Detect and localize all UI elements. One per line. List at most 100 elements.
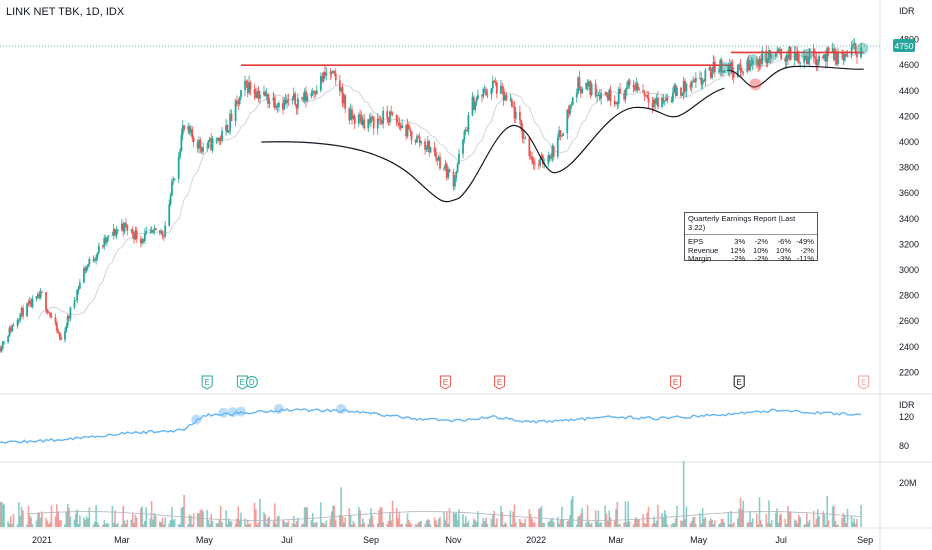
- volume-bar: [114, 510, 116, 527]
- candle: [671, 87, 674, 104]
- volume-bar: [770, 520, 773, 527]
- candle: [76, 288, 79, 304]
- candle-body: [609, 89, 612, 102]
- volume-bar: [190, 515, 192, 527]
- candle: [66, 313, 69, 328]
- candle: [68, 315, 70, 322]
- volume-bar: [31, 524, 34, 527]
- volume-bar: [846, 508, 849, 527]
- candle: [586, 79, 589, 91]
- candle: [116, 228, 119, 234]
- volume-bar: [662, 516, 665, 527]
- volume-bar: [95, 505, 97, 527]
- candle: [625, 81, 628, 96]
- candle-body: [491, 80, 494, 89]
- volume-bar: [228, 518, 230, 527]
- volume-bar: [619, 523, 621, 527]
- volume-bar: [68, 508, 70, 527]
- candle: [325, 67, 328, 81]
- candle-body: [437, 156, 440, 161]
- indicator-signal-dot: [191, 414, 202, 425]
- candle: [410, 130, 413, 145]
- volume-bar: [670, 524, 673, 527]
- candle: [78, 279, 81, 290]
- volume-bar: [439, 516, 441, 527]
- volume-bar: [142, 524, 145, 527]
- volume-bar: [834, 521, 837, 527]
- candle: [390, 105, 393, 117]
- candle: [333, 70, 336, 76]
- volume-bar: [581, 507, 583, 527]
- volume-bar: [306, 507, 309, 527]
- candle-body: [115, 230, 118, 236]
- volume-bar: [597, 510, 600, 527]
- volume-bar: [644, 523, 647, 527]
- volume-bar: [774, 512, 777, 527]
- candle: [131, 226, 134, 239]
- volume-bar: [30, 517, 32, 527]
- volume-bar: [116, 523, 119, 527]
- candle: [306, 93, 309, 103]
- candle-body: [311, 91, 314, 94]
- volume-bar: [513, 504, 516, 527]
- candle: [732, 67, 735, 84]
- candle: [693, 78, 696, 83]
- candle-body: [505, 94, 508, 100]
- candle-body: [747, 60, 750, 71]
- candle: [206, 142, 209, 152]
- candle-body: [447, 169, 450, 178]
- time-axis-tick: Nov: [446, 535, 463, 545]
- candle-body: [433, 147, 436, 153]
- candle: [277, 100, 280, 112]
- candle-body: [490, 88, 493, 95]
- volume-bar: [628, 521, 631, 527]
- candle-body: [372, 117, 375, 129]
- volume-bar: [367, 524, 370, 527]
- candle-body: [49, 312, 51, 317]
- candle: [655, 94, 658, 106]
- candle-body: [647, 97, 650, 103]
- volume-bar: [310, 520, 313, 527]
- candle: [257, 85, 260, 103]
- volume-bar: [615, 508, 617, 527]
- candle-body: [765, 50, 768, 64]
- candle-body: [249, 82, 252, 90]
- candle: [605, 91, 608, 98]
- candle: [666, 93, 669, 104]
- volume-bar: [305, 507, 307, 527]
- volume-bar: [107, 523, 110, 527]
- volume-bar: [718, 524, 720, 527]
- candle: [54, 313, 57, 326]
- volume-bar: [198, 513, 200, 527]
- candle-body: [325, 73, 328, 76]
- candle-body: [699, 77, 701, 79]
- volume-bar: [16, 523, 19, 527]
- volume-bar: [712, 524, 715, 527]
- earnings-marker-label: E: [443, 378, 448, 387]
- candle-body: [808, 48, 811, 60]
- candle: [850, 41, 853, 59]
- candle-body: [472, 97, 475, 110]
- candle-body: [520, 119, 523, 129]
- candle-body: [218, 137, 221, 141]
- candle-body: [295, 104, 298, 109]
- candle: [134, 226, 137, 241]
- volume-bar: [20, 506, 23, 527]
- candle: [768, 46, 770, 63]
- candle-body: [154, 228, 157, 231]
- candle-body: [101, 245, 104, 248]
- volume-bar: [856, 518, 858, 527]
- volume-bar: [600, 522, 602, 527]
- volume-bar: [123, 520, 126, 527]
- candle: [550, 153, 552, 161]
- candle-body: [103, 237, 106, 248]
- volume-bar: [406, 513, 409, 527]
- candle: [795, 46, 797, 62]
- candle: [87, 263, 89, 270]
- candle-body: [399, 125, 402, 129]
- candle-body: [211, 138, 214, 151]
- volume-bar: [225, 510, 227, 527]
- candle: [125, 218, 127, 228]
- candle-body: [106, 237, 108, 243]
